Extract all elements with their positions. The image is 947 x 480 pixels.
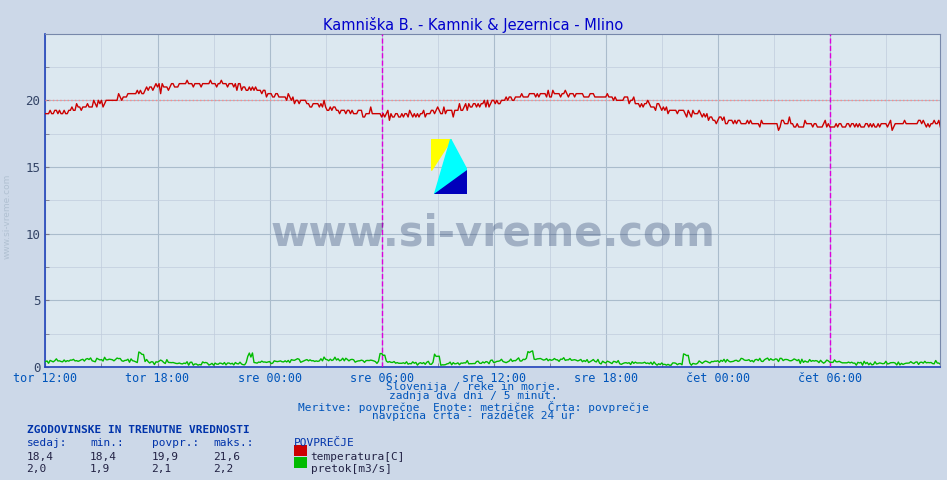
Text: 21,6: 21,6 xyxy=(213,452,241,462)
Text: www.si-vreme.com: www.si-vreme.com xyxy=(271,213,715,255)
Text: temperatura[C]: temperatura[C] xyxy=(311,452,405,462)
Text: zadnja dva dni / 5 minut.: zadnja dva dni / 5 minut. xyxy=(389,391,558,401)
Text: pretok[m3/s]: pretok[m3/s] xyxy=(311,464,392,474)
Polygon shape xyxy=(435,169,467,194)
Text: 1,9: 1,9 xyxy=(90,464,110,474)
Text: Meritve: povprečne  Enote: metrične  Črta: povprečje: Meritve: povprečne Enote: metrične Črta:… xyxy=(298,401,649,413)
Text: navpična črta - razdelek 24 ur: navpična črta - razdelek 24 ur xyxy=(372,410,575,421)
Text: maks.:: maks.: xyxy=(213,438,254,448)
Text: 2,1: 2,1 xyxy=(152,464,171,474)
Text: ZGODOVINSKE IN TRENUTNE VREDNOSTI: ZGODOVINSKE IN TRENUTNE VREDNOSTI xyxy=(27,425,249,435)
Text: 18,4: 18,4 xyxy=(90,452,117,462)
Text: POVPREČJE: POVPREČJE xyxy=(294,438,354,448)
Text: 18,4: 18,4 xyxy=(27,452,54,462)
Polygon shape xyxy=(431,139,451,169)
Text: 2,2: 2,2 xyxy=(213,464,233,474)
Text: min.:: min.: xyxy=(90,438,124,448)
Text: Kamniška B. - Kamnik & Jezernica - Mlino: Kamniška B. - Kamnik & Jezernica - Mlino xyxy=(323,17,624,33)
Text: 19,9: 19,9 xyxy=(152,452,179,462)
Text: Slovenija / reke in morje.: Slovenija / reke in morje. xyxy=(385,382,562,392)
Text: 2,0: 2,0 xyxy=(27,464,46,474)
Text: sedaj:: sedaj: xyxy=(27,438,67,448)
Text: www.si-vreme.com: www.si-vreme.com xyxy=(3,173,12,259)
Polygon shape xyxy=(435,139,467,194)
Text: povpr.:: povpr.: xyxy=(152,438,199,448)
